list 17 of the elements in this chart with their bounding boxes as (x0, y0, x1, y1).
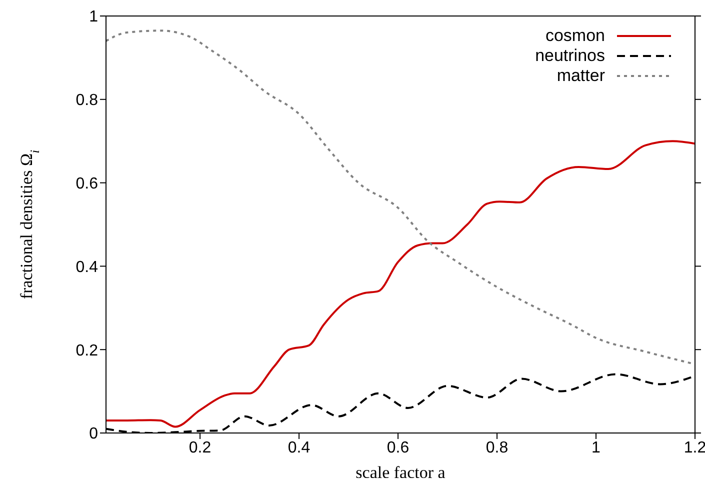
x-tick-label: 1 (592, 439, 601, 456)
x-tick-label: 0.2 (188, 439, 212, 456)
legend-label: neutrinos (535, 46, 605, 66)
x-axis-title: scale factor a (356, 463, 446, 482)
y-tick-label: 0 (89, 426, 98, 443)
y-tick-label: 0.4 (76, 258, 98, 276)
y-tick-label: 1 (89, 8, 98, 26)
x-tick-label: 0.4 (288, 439, 310, 456)
x-tick-label: 0.6 (386, 439, 410, 456)
y-tick-label: 0.6 (76, 175, 98, 192)
y-tick-label: 0.2 (76, 342, 98, 360)
y-tick-label: 0.8 (76, 92, 98, 110)
legend-label: cosmon (545, 26, 605, 46)
legend-label: matter (556, 66, 605, 86)
x-tick-label: 1.2 (684, 439, 705, 456)
x-tick-label: 0.8 (486, 439, 508, 456)
line-series (106, 140, 695, 428)
